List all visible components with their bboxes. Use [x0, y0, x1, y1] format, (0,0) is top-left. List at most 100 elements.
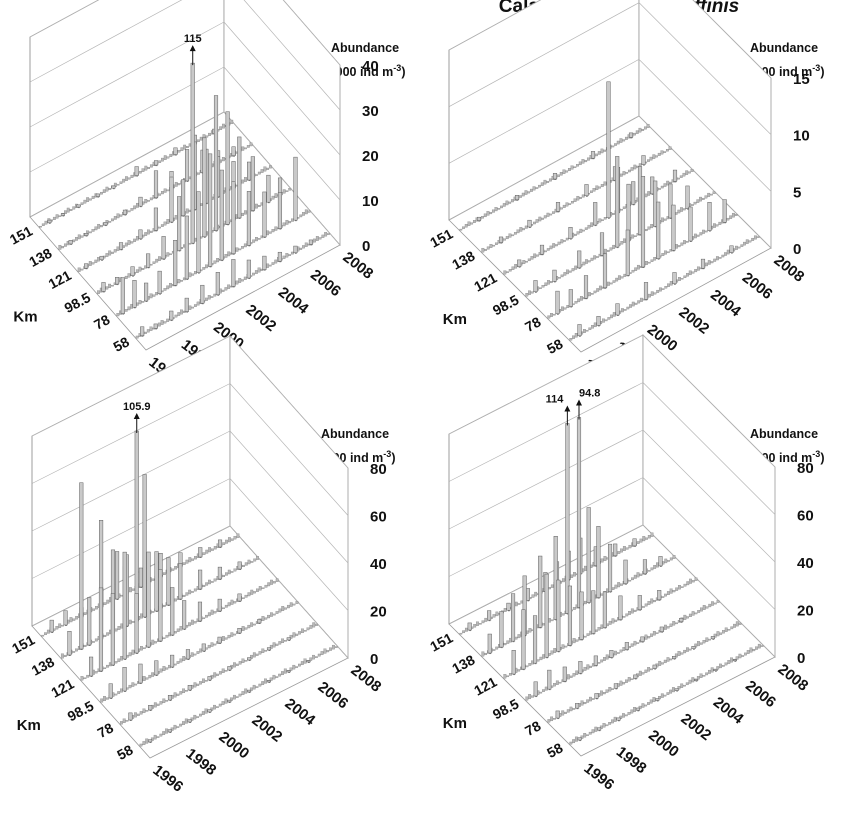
bar: [139, 743, 143, 747]
bar: [160, 224, 164, 227]
bar: [497, 208, 501, 210]
bar: [657, 590, 662, 601]
bar: [173, 663, 177, 666]
bar: [205, 549, 209, 554]
bar: [274, 193, 278, 198]
bar-shadow: [268, 681, 271, 683]
year-label: 1996: [581, 760, 618, 794]
bar: [166, 219, 170, 224]
bar: [506, 602, 511, 611]
bar: [286, 604, 290, 609]
bar: [492, 649, 496, 651]
bar: [641, 703, 645, 708]
bar: [213, 260, 217, 264]
bar: [578, 161, 582, 166]
bar: [683, 614, 687, 620]
bar: [202, 617, 206, 620]
bar: [686, 273, 689, 277]
bar: [595, 153, 598, 157]
bar: [683, 240, 686, 245]
bar: [653, 600, 656, 603]
bar: [72, 239, 76, 243]
bar: [221, 289, 225, 292]
bar: [152, 294, 156, 297]
bar: [235, 280, 239, 285]
bar: [163, 221, 167, 226]
bar: [539, 691, 543, 694]
bar: [80, 676, 84, 681]
bar: [303, 630, 307, 632]
bar: [232, 694, 236, 700]
bar: [196, 191, 201, 273]
bar: [202, 137, 207, 238]
bar: [667, 283, 670, 287]
bar: [277, 192, 283, 229]
bar: [688, 679, 692, 684]
depth-axis-label: Km: [17, 717, 41, 734]
bar: [80, 268, 84, 271]
bar: [114, 661, 118, 664]
bar: [563, 307, 567, 310]
bar: [272, 642, 276, 648]
bar: [151, 639, 155, 645]
panel-eurytemora-affinis: Eurytemora affinis Abundance(1000 ind m-…: [0, 0, 429, 410]
bar: [221, 668, 225, 674]
bar: [306, 660, 311, 663]
bar: [535, 187, 539, 189]
gridline-back: [448, 2, 640, 107]
bar: [665, 148, 669, 152]
bar: [580, 700, 584, 706]
bar: [586, 507, 591, 603]
bar: [76, 204, 81, 208]
bar: [187, 685, 192, 691]
bar: [246, 259, 251, 279]
gridline-side: [243, 0, 341, 111]
bar: [570, 200, 574, 204]
bar: [169, 310, 174, 321]
bar: [238, 248, 242, 251]
bar: [163, 155, 167, 160]
bar: [246, 145, 250, 148]
bar: [236, 533, 240, 538]
bar: [730, 626, 734, 630]
bar: [142, 708, 146, 714]
bar: [625, 172, 629, 174]
bar: [131, 682, 135, 687]
bar: [578, 661, 583, 674]
bar: [675, 622, 678, 625]
bar: [243, 243, 247, 248]
bar: [308, 239, 313, 245]
bar: [611, 213, 615, 215]
bar: [640, 176, 646, 268]
bar: [266, 263, 269, 268]
bar: [542, 689, 545, 692]
bar: [712, 191, 716, 194]
gridline-back: [448, 429, 644, 530]
bar: [657, 152, 661, 156]
bar: [52, 216, 56, 220]
bar: [656, 201, 661, 259]
bar: [241, 658, 245, 664]
bar: [636, 264, 640, 270]
bar: [237, 136, 242, 219]
bar: [620, 583, 623, 586]
bar: [136, 202, 139, 208]
bar: [589, 665, 592, 668]
bar: [633, 609, 637, 612]
bar: [560, 207, 563, 210]
bar: [677, 245, 681, 248]
bar: [88, 231, 92, 234]
bar: [289, 634, 293, 639]
bar: [694, 269, 698, 273]
bar: [602, 692, 606, 695]
bar: [154, 641, 157, 644]
bar: [253, 623, 256, 626]
bar: [128, 652, 132, 657]
bar: [247, 689, 252, 693]
bar: [622, 682, 626, 685]
bar: [669, 658, 673, 661]
row-label: 78: [522, 717, 543, 739]
bar: [656, 562, 659, 568]
bar: [685, 185, 690, 209]
bar: [755, 646, 758, 650]
